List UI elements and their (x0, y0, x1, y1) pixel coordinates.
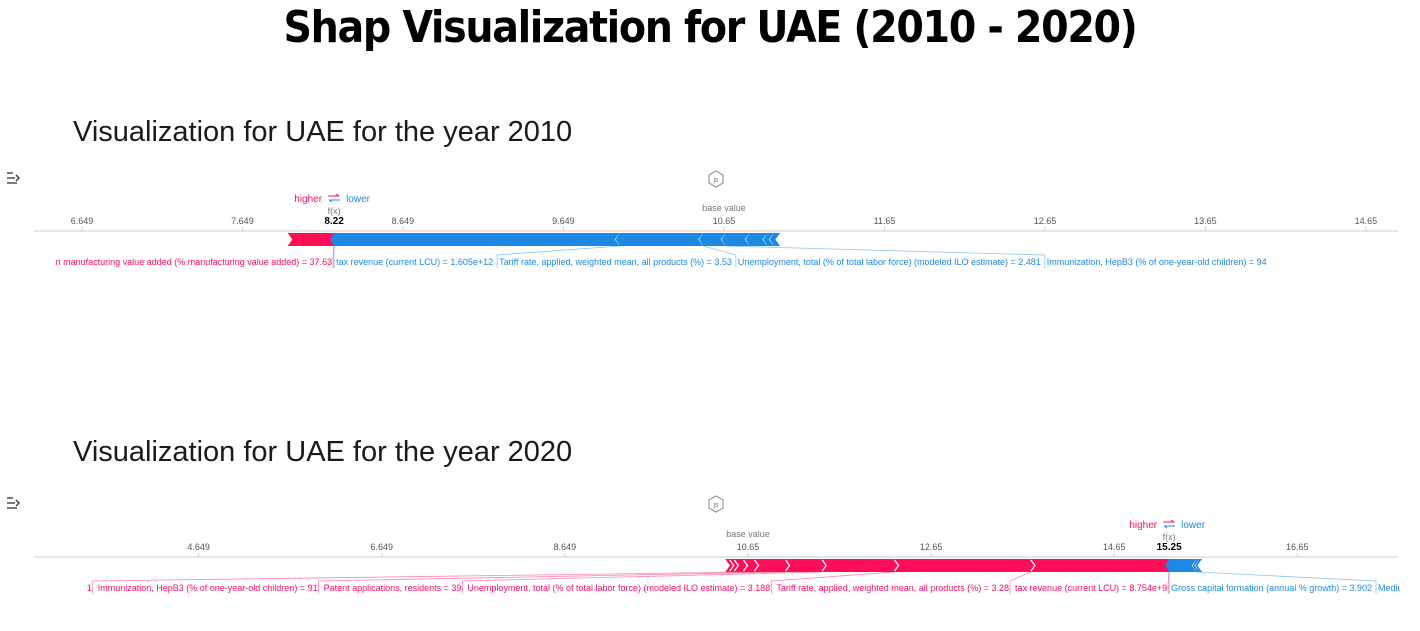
feature-label: Immunization, HepB3 (% of one-year-old c… (1047, 257, 1267, 267)
feature-bar (330, 233, 620, 246)
feature-bar-separator (1030, 559, 1036, 572)
axis-tick-label: 13.65 (1194, 216, 1217, 226)
feature-bar (1165, 559, 1197, 572)
section-title-2010: Visualization for UAE for the year 2010 (73, 116, 573, 148)
feature-bar (1030, 559, 1174, 572)
base-value-label: base value (726, 529, 770, 539)
lower-label: lower (346, 194, 371, 205)
axis-tick-label: 12.65 (920, 542, 943, 552)
feature-bar (754, 559, 790, 572)
feature-bar (287, 233, 339, 246)
feature-bar (743, 559, 759, 572)
feature-connector (1009, 571, 1032, 594)
higher-label: higher (294, 194, 322, 205)
section-title-2020: Visualization for UAE for the year 2020 (73, 436, 573, 468)
fx-label: f(x) (1163, 532, 1176, 542)
feature-label: Immunization, HepB3 (% of one-year-old c… (98, 583, 318, 593)
axis-tick-label: 9.649 (552, 216, 575, 226)
feature-bar (615, 233, 704, 246)
base-value-label: base value (702, 203, 746, 213)
feature-bar (1192, 559, 1200, 572)
feature-bar-separator (729, 559, 735, 572)
force-plot-clip-group: 4.649 6.649 8.649 10.65 12.65 14.65 16.65 base … (34, 519, 1420, 594)
feature-label: tax revenue (current LCU) = 1.605e+12 (336, 257, 493, 267)
feature-bar (745, 233, 768, 246)
lower-arrow-icon (328, 199, 341, 203)
higher-label: higher (1129, 520, 1157, 531)
output-value-label: 15.25 (1157, 542, 1182, 553)
toggle-output-icon[interactable] (6, 171, 22, 185)
axis-tick-label: 6.649 (371, 542, 394, 552)
feature-bar (721, 233, 750, 246)
axis-tick-label: 6.649 (71, 216, 94, 226)
feature-bar (822, 559, 899, 572)
feature-connector (92, 571, 755, 594)
force-plot-2020: 4.649 6.649 8.649 10.65 12.65 14.65 16.65 base … (34, 519, 1420, 594)
feature-bar (894, 559, 1035, 572)
feature-bar-separator (742, 559, 749, 572)
axis-tick-label: 7.649 (231, 216, 254, 226)
feature-bar-separator (785, 559, 791, 572)
feature-bar-separator (287, 233, 293, 246)
feature-label: 1 (87, 583, 92, 593)
axis-tick-label: 8.649 (392, 216, 415, 226)
feature-bar-separator (893, 559, 900, 572)
fx-label: f(x) (328, 206, 341, 216)
feature-bar (769, 233, 781, 246)
js-logo-icon: js (708, 170, 724, 188)
feature-label: Patent applications, residents = 39 (324, 583, 462, 593)
feature-bar-separator (753, 559, 760, 572)
higher-arrow-icon (328, 193, 340, 197)
force-plot-2010: 6.649 7.649 8.649 9.649 10.65 11.65 12.65 13.65… (34, 193, 1398, 268)
feature-label: Tariff rate, applied, weighted mean, all… (499, 257, 732, 267)
feature-label: n manufacturing value added (% manufactu… (56, 257, 332, 267)
feature-connector (318, 571, 786, 594)
feature-bar (1195, 559, 1203, 572)
axis-tick-label: 16.65 (1286, 542, 1309, 552)
feature-connector (1196, 571, 1377, 594)
axis-tick-label: 10.65 (737, 542, 760, 552)
feature-bar-separator (724, 559, 730, 572)
feature-label: Unemployment, total (% of total labor fo… (738, 257, 1041, 267)
feature-bar-separator (775, 233, 781, 246)
lower-label: lower (1181, 520, 1206, 531)
axis-tick-label: 12.65 (1034, 216, 1057, 226)
feature-bar-separator (1197, 559, 1203, 572)
feature-connector (462, 571, 823, 594)
axis-tick-label: 14.65 (1355, 216, 1378, 226)
feature-bar (763, 233, 774, 246)
feature-bar (785, 559, 827, 572)
axis-tick-label: 14.65 (1103, 542, 1126, 552)
output-value-label: 8.22 (324, 216, 344, 227)
toggle-output-icon[interactable] (6, 496, 22, 510)
js-logo-text: js (712, 502, 719, 509)
feature-label: tax revenue (current LCU) = 8.754e+9 (1015, 583, 1167, 593)
axis-tick-label: 4.649 (187, 542, 210, 552)
higher-arrow-icon (1163, 519, 1175, 523)
feature-bar-separator (733, 559, 740, 572)
feature-connector (496, 245, 620, 268)
feature-connector (725, 245, 1046, 268)
feature-bar (699, 233, 726, 246)
lower-arrow-icon (1163, 525, 1176, 529)
js-logo-icon: js (708, 495, 724, 513)
feature-label: Unemployment, total (% of total labor fo… (467, 583, 770, 593)
feature-connector (703, 245, 737, 268)
page-title: Shap Visualization for UAE (2010 - 2020) (283, 2, 1137, 53)
axis-tick-label: 8.649 (554, 542, 577, 552)
js-logo-text: js (712, 177, 719, 184)
feature-bar-separator (821, 559, 827, 572)
feature-label: Tariff rate, applied, weighted mean, all… (776, 583, 1009, 593)
force-plot-clip-group: 6.649 7.649 8.649 9.649 10.65 11.65 12.65 13.65… (34, 193, 1398, 268)
feature-label: Gross capital formation (annual % growth… (1171, 583, 1372, 593)
feature-connector (770, 571, 895, 594)
feature-label: Medium an (1378, 583, 1420, 593)
axis-tick-label: 10.65 (713, 216, 736, 226)
axis-tick-label: 11.65 (874, 216, 896, 226)
feature-bar (734, 559, 748, 572)
